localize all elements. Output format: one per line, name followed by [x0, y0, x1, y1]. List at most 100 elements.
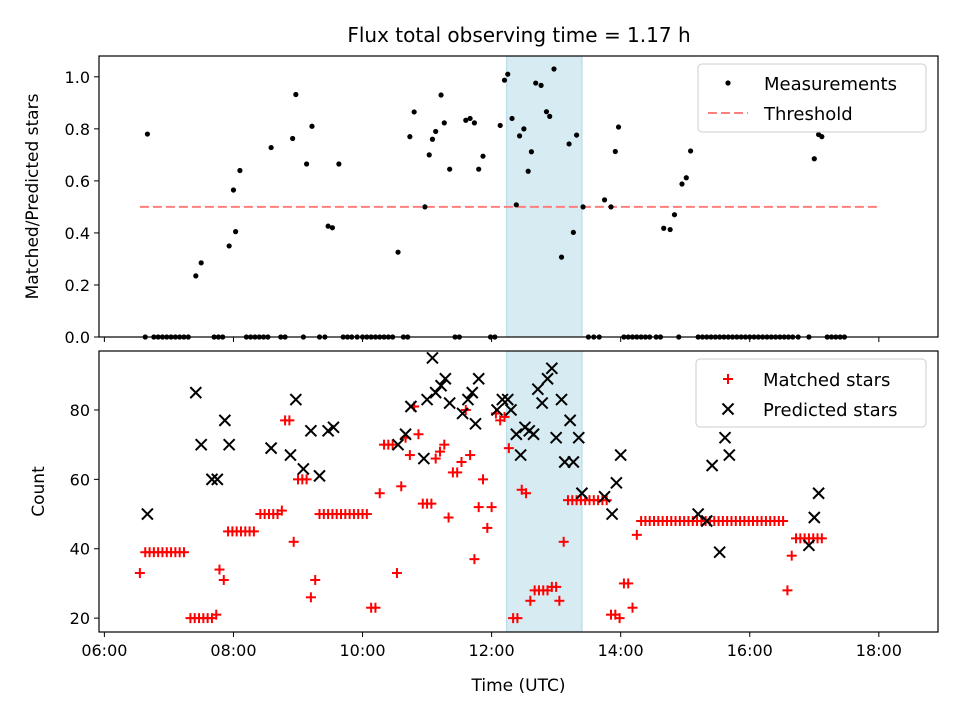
ax2-y-tick-label: 20 — [70, 609, 90, 628]
predicted-point-b — [141, 507, 154, 521]
top-observing-span — [506, 55, 583, 338]
matched-point — [554, 595, 565, 606]
measurement-point — [411, 109, 417, 115]
matched-point — [310, 574, 321, 585]
predicted-point — [496, 393, 509, 406]
measurement-point — [429, 136, 436, 142]
x-tick-label: 12:00 — [469, 641, 515, 660]
predicted-point — [567, 455, 580, 469]
legend-predicted-symbol — [721, 402, 735, 416]
matched-point — [456, 457, 467, 468]
predicted-point — [284, 448, 297, 462]
predicted-point — [572, 431, 585, 444]
matched-point — [473, 502, 484, 513]
predicted-point-b — [211, 473, 224, 486]
predicted-point-b — [205, 473, 219, 486]
figure-title: Flux total observing time = 1.17 h — [347, 23, 690, 47]
predicted-point — [527, 428, 540, 441]
measurement-point — [407, 134, 413, 140]
predicted-point — [514, 448, 527, 462]
matched-point — [486, 502, 497, 513]
measurement-point — [661, 225, 667, 231]
measurement-point — [293, 91, 299, 98]
predicted-point — [434, 379, 448, 392]
predicted-point-b — [461, 393, 475, 406]
predicted-point-b — [598, 490, 611, 503]
measurement-point — [395, 249, 401, 255]
predicted-point-b — [417, 452, 431, 465]
measurement-point — [438, 92, 444, 98]
predicted-point-b — [313, 469, 326, 483]
matched-point — [558, 536, 569, 547]
predicted-point — [535, 396, 549, 410]
legend-predicted-label: Predicted stars — [763, 400, 897, 421]
matched-point — [370, 602, 381, 613]
predicted-point-b — [404, 400, 418, 413]
matched-point — [391, 568, 402, 579]
predicted-point-b — [222, 438, 236, 451]
matched-point — [623, 578, 634, 589]
predicted-point — [691, 507, 705, 521]
measurement-point — [237, 167, 243, 174]
matched-point — [284, 415, 295, 426]
predicted-point — [218, 414, 232, 427]
ax2-y-tick-label: 60 — [70, 470, 90, 489]
matched-point — [404, 450, 415, 461]
legend-measurements-marker — [725, 80, 731, 86]
measurement-point — [290, 135, 296, 142]
measurement-point — [543, 109, 550, 115]
ax1-y-tick-label: 0.4 — [65, 224, 90, 243]
measurement-point — [233, 229, 239, 235]
predicted-point-b — [472, 372, 485, 385]
ax1-y-tick-label: 0.8 — [65, 120, 90, 139]
ax2-y-tick-label: 80 — [70, 401, 90, 420]
measurement-point — [230, 187, 237, 193]
matched-point — [361, 509, 372, 520]
predicted-point-b — [700, 514, 713, 528]
measurement-point — [471, 120, 477, 126]
x-tick-label: 16:00 — [727, 641, 773, 660]
measurement-point — [525, 168, 531, 174]
predicted-point-b — [284, 448, 297, 462]
legend-matched-label: Matched stars — [763, 370, 890, 391]
measurement-point — [497, 122, 503, 129]
predicted-point — [490, 403, 504, 417]
measurement-point — [667, 226, 673, 233]
matched-point — [214, 564, 225, 575]
predicted-point — [194, 438, 208, 451]
matched-point — [482, 522, 493, 533]
predicted-point-b — [194, 438, 208, 451]
measurement-point — [521, 126, 527, 132]
measurement-point — [538, 82, 544, 89]
predicted-point-b — [264, 441, 278, 455]
measurement-point — [679, 181, 685, 187]
predicted-point — [605, 507, 619, 521]
matched-point — [503, 443, 514, 454]
predicted-point — [466, 386, 479, 399]
measurement-point — [811, 156, 817, 162]
predicted-point-b — [327, 421, 340, 434]
top-plot-frame — [98, 55, 939, 338]
predicted-point-b — [321, 424, 335, 437]
top-x-ticks — [103, 337, 880, 342]
predicted-point-b — [510, 428, 523, 441]
predicted-point-b — [812, 487, 825, 500]
predicted-point-b — [501, 393, 514, 406]
predicted-point — [802, 539, 816, 552]
matched-point — [211, 609, 222, 620]
measurement-point — [441, 120, 447, 126]
x-tick-label: 10:00 — [339, 641, 385, 660]
predicted-point-b — [549, 431, 563, 444]
legend-matched-marker — [723, 374, 733, 384]
predicted-point-b — [535, 396, 549, 410]
predicted-point — [297, 462, 310, 476]
predicted-point — [545, 362, 559, 375]
predicted-point-b — [469, 417, 482, 431]
predicted-point-b — [572, 431, 585, 444]
predicted-point-b — [575, 487, 589, 500]
matched-point — [816, 533, 827, 544]
measurement-point — [558, 254, 565, 260]
measurement-point — [309, 123, 315, 129]
predicted-point — [469, 417, 482, 431]
predicted-point-b — [434, 379, 448, 392]
